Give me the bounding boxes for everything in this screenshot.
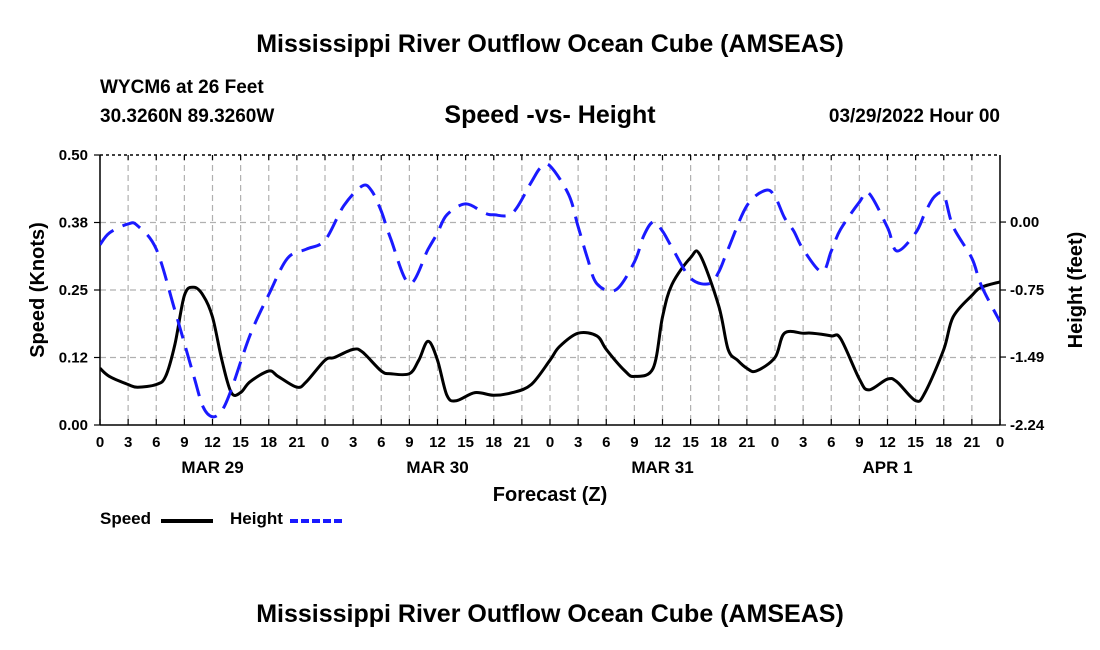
legend-speed-label: Speed bbox=[100, 509, 152, 528]
x-tick-label: 9 bbox=[855, 434, 863, 451]
x-tick-label: 21 bbox=[514, 434, 531, 451]
x-tick-label: 18 bbox=[935, 434, 952, 451]
x-day-label: APR 1 bbox=[862, 458, 912, 477]
x-tick-label: 0 bbox=[546, 434, 554, 451]
x-tick-label: 3 bbox=[574, 434, 582, 451]
y-right-tick-label: -1.49 bbox=[1010, 349, 1044, 366]
x-tick-label: 0 bbox=[321, 434, 329, 451]
x-tick-label: 21 bbox=[964, 434, 981, 451]
series-line-height bbox=[100, 162, 1000, 419]
station-label: WYCM6 at 26 Feet bbox=[100, 77, 264, 98]
footer-title: Mississippi River Outflow Ocean Cube (AM… bbox=[256, 600, 844, 628]
x-tick-label: 15 bbox=[457, 434, 474, 451]
x-tick-label: 0 bbox=[96, 434, 104, 451]
x-day-label: MAR 30 bbox=[406, 458, 468, 477]
legend-height-label: Height bbox=[230, 509, 283, 528]
x-tick-label: 6 bbox=[827, 434, 835, 451]
x-tick-label: 12 bbox=[204, 434, 221, 451]
x-axis-label: Forecast (Z) bbox=[493, 484, 607, 506]
x-day-label: MAR 29 bbox=[181, 458, 243, 477]
x-tick-label: 9 bbox=[405, 434, 413, 451]
x-tick-label: 15 bbox=[907, 434, 924, 451]
x-tick-label: 3 bbox=[349, 434, 357, 451]
chart-title: Mississippi River Outflow Ocean Cube (AM… bbox=[256, 30, 844, 58]
location-label: 30.3260N 89.3260W bbox=[100, 106, 275, 127]
x-tick-label: 0 bbox=[996, 434, 1004, 451]
x-tick-label: 18 bbox=[485, 434, 502, 451]
x-tick-label: 12 bbox=[879, 434, 896, 451]
x-tick-label: 6 bbox=[152, 434, 160, 451]
x-tick-label: 15 bbox=[682, 434, 699, 451]
x-tick-label: 18 bbox=[710, 434, 727, 451]
y-right-tick-label: -0.75 bbox=[1010, 282, 1044, 299]
y-left-tick-label: 0.38 bbox=[59, 215, 88, 232]
x-tick-label: 21 bbox=[739, 434, 756, 451]
chart-subtitle: Speed -vs- Height bbox=[444, 101, 656, 129]
y-left-tick-label: 0.12 bbox=[59, 350, 88, 367]
x-day-label: MAR 31 bbox=[631, 458, 693, 477]
x-tick-label: 9 bbox=[180, 434, 188, 451]
x-tick-label: 0 bbox=[771, 434, 779, 451]
series-line-speed bbox=[100, 249, 1000, 403]
x-tick-label: 12 bbox=[429, 434, 446, 451]
x-tick-label: 18 bbox=[260, 434, 277, 451]
legend-height-swatch bbox=[290, 519, 342, 523]
y-right-axis-label: Height (feet) bbox=[1065, 232, 1087, 349]
x-tick-label: 21 bbox=[289, 434, 306, 451]
y-left-tick-label: 0.00 bbox=[59, 417, 88, 434]
y-left-axis-label: Speed (Knots) bbox=[27, 222, 49, 358]
y-right-tick-label: -2.24 bbox=[1010, 417, 1045, 434]
forecast-date: 03/29/2022 Hour 00 bbox=[828, 106, 1000, 127]
x-tick-label: 6 bbox=[377, 434, 385, 451]
legend-speed-swatch bbox=[161, 519, 213, 523]
y-right-tick-label: 0.00 bbox=[1010, 214, 1039, 231]
y-left-tick-label: 0.25 bbox=[59, 282, 88, 299]
x-tick-label: 9 bbox=[630, 434, 638, 451]
x-tick-label: 3 bbox=[799, 434, 807, 451]
x-tick-label: 3 bbox=[124, 434, 132, 451]
x-tick-label: 12 bbox=[654, 434, 671, 451]
y-left-tick-label: 0.50 bbox=[59, 147, 88, 164]
x-tick-label: 15 bbox=[232, 434, 249, 451]
x-tick-label: 6 bbox=[602, 434, 610, 451]
